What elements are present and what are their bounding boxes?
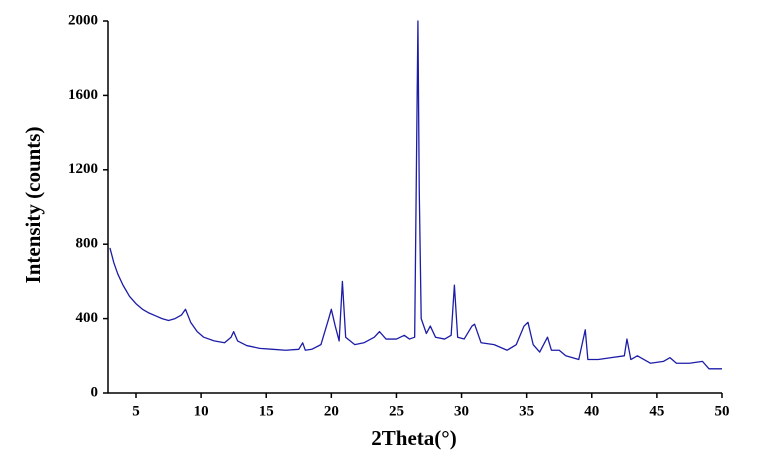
y-tick-label: 1600 xyxy=(68,87,98,103)
y-tick-label: 1200 xyxy=(68,161,98,177)
y-tick-label: 800 xyxy=(76,236,99,252)
y-axis-label: Intensity (counts) xyxy=(21,127,45,284)
y-tick-label: 400 xyxy=(76,310,99,326)
x-tick-label: 20 xyxy=(324,403,339,419)
x-tick-label: 5 xyxy=(132,403,140,419)
x-tick-label: 15 xyxy=(259,403,274,419)
x-tick-label: 45 xyxy=(649,403,664,419)
x-tick-label: 10 xyxy=(194,403,209,419)
x-tick-label: 30 xyxy=(454,403,469,419)
x-tick-label: 35 xyxy=(519,403,534,419)
x-tick-label: 25 xyxy=(389,403,404,419)
y-tick-label: 2000 xyxy=(68,12,98,28)
x-axis-label: 2Theta(°) xyxy=(371,426,456,450)
data-line xyxy=(109,20,722,370)
y-tick-label: 0 xyxy=(91,384,99,400)
x-tick-label: 50 xyxy=(715,403,730,419)
x-tick-label: 40 xyxy=(584,403,599,419)
